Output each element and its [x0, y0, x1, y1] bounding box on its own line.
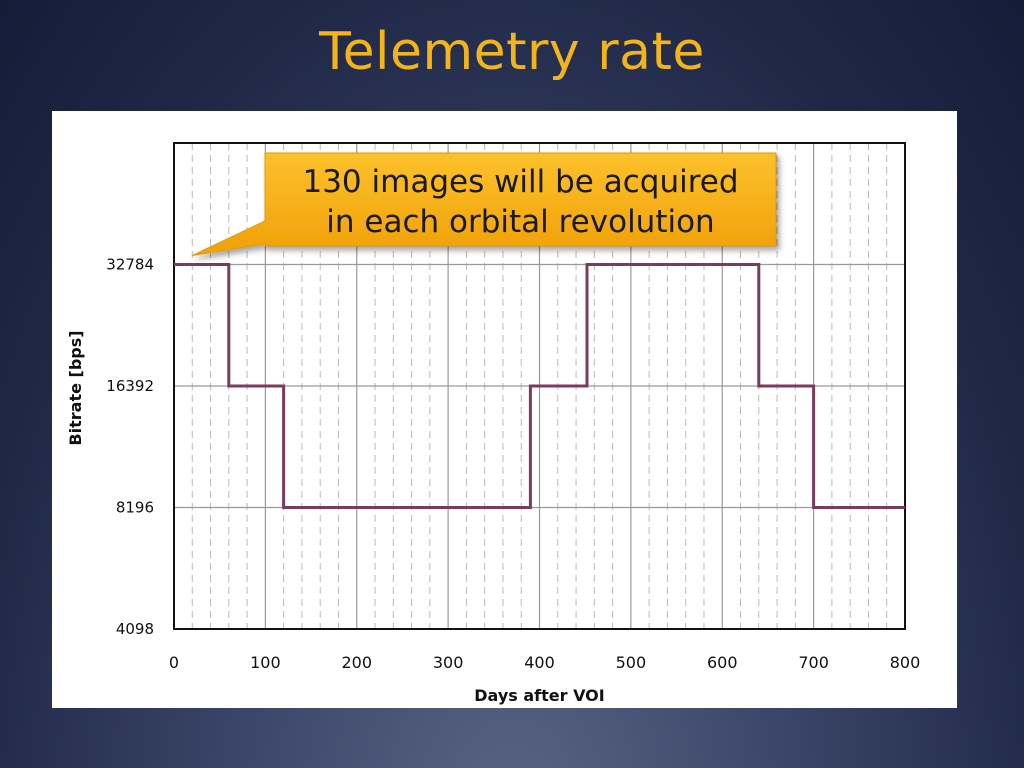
callout-text-line-1: 130 images will be acquired: [302, 164, 738, 200]
x-tick-label: 100: [250, 653, 281, 672]
y-tick-label: 32784: [106, 256, 154, 274]
y-tick-label: 16392: [106, 377, 154, 395]
x-tick-label: 400: [524, 653, 555, 672]
bitrate-chart: 4098 8196 16392 32784 0 100 200 300 400 500 600 70…: [66, 142, 920, 705]
x-tick-label: 500: [616, 653, 647, 672]
callout-shape: [192, 152, 777, 256]
y-tick-label: 4098: [116, 620, 154, 638]
callout-text-line-2: in each orbital revolution: [326, 204, 714, 240]
plot-frame: [173, 142, 906, 630]
x-axis-label: Days after VOI: [474, 686, 604, 705]
y-axis-label: Bitrate [bps]: [66, 330, 85, 445]
x-tick-label: 300: [433, 653, 464, 672]
x-tick-label: 600: [707, 653, 738, 672]
x-tick-label: 0: [169, 653, 179, 672]
x-tick-labels: 0 100 200 300 400 500 600 700 800: [169, 653, 920, 672]
y-tick-label: 8196: [116, 499, 154, 517]
series-line-bitrate: [174, 263, 905, 509]
series-layer: [174, 263, 905, 509]
chart-panel: 4098 8196 16392 32784 0 100 200 300 400 500 600 70…: [52, 111, 957, 708]
x-tick-label: 200: [341, 653, 372, 672]
slide-title: Telemetry rate: [319, 22, 705, 82]
x-tick-label: 700: [798, 653, 829, 672]
y-tick-labels: 4098 8196 16392 32784: [106, 256, 154, 639]
x-tick-label: 800: [890, 653, 921, 672]
callout-annotation: 130 images will be acquired in each orbi…: [192, 152, 777, 256]
